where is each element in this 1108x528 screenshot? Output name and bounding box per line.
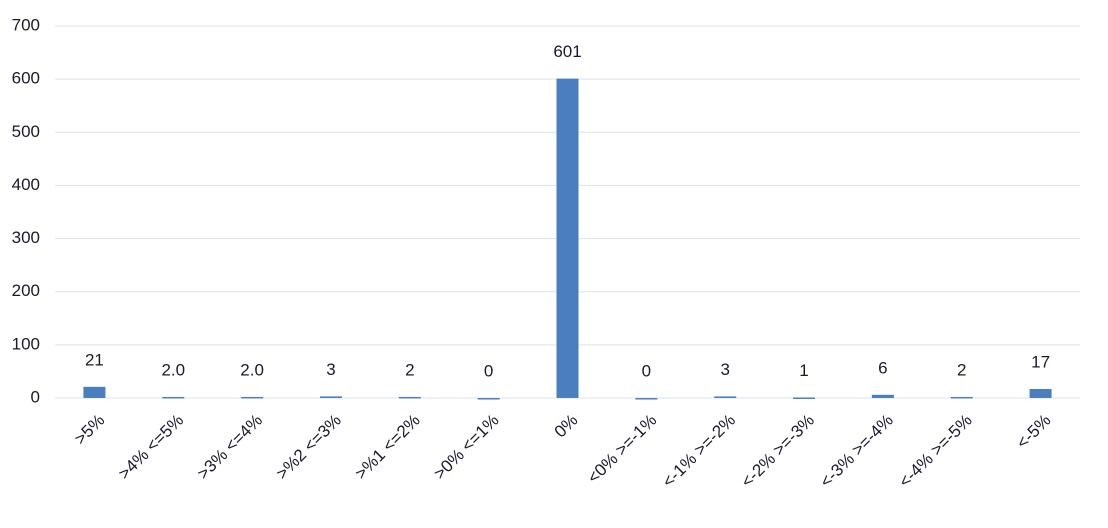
x-tick-label: <-3% >=-4%: [816, 411, 897, 492]
x-tick-label: 0%: [551, 411, 582, 442]
data-label: 0: [484, 361, 493, 380]
y-tick-label: 600: [12, 69, 40, 88]
x-tick-label: >5%: [71, 411, 109, 449]
data-label: 2.0: [240, 360, 264, 379]
y-tick-label: 700: [12, 15, 40, 34]
y-tick-label: 300: [12, 228, 40, 247]
bar: [162, 396, 185, 399]
bar: [793, 397, 816, 399]
data-label: 17: [1031, 352, 1050, 371]
bar: [950, 396, 973, 399]
bar: [635, 398, 658, 400]
bar: [871, 394, 894, 398]
y-tick-label: 0: [31, 387, 40, 406]
data-label: 601: [553, 42, 581, 61]
bar: [83, 386, 106, 398]
bar: [714, 396, 737, 398]
x-tick-label: <-4% >=-5%: [895, 411, 976, 492]
bar: [241, 396, 264, 399]
x-tick-label: >3% <=4%: [194, 411, 267, 484]
x-tick-label: <-5%: [1013, 411, 1055, 453]
x-tick-label: <0% >=-1%: [584, 411, 661, 488]
x-tick-label: >%1 <=2%: [351, 411, 424, 484]
x-tick-label: <-1% >=-2%: [659, 411, 740, 492]
data-label: 3: [326, 360, 335, 379]
x-tick-label: >4% <=5%: [115, 411, 188, 484]
data-label: 6: [878, 358, 887, 377]
data-label: 2: [957, 360, 966, 379]
bar: [556, 78, 579, 399]
y-tick-label: 200: [12, 281, 40, 300]
data-label: 0: [642, 361, 651, 380]
bar: [398, 396, 421, 399]
y-tick-label: 500: [12, 122, 40, 141]
x-tick-label: >0% <=1%: [430, 411, 503, 484]
data-label: 3: [720, 360, 729, 379]
data-label: 1: [799, 361, 808, 380]
bar: [319, 396, 342, 398]
x-tick-label: >%2 <=3%: [272, 411, 345, 484]
data-label: 2.0: [161, 360, 185, 379]
y-tick-label: 400: [12, 175, 40, 194]
bar: [1029, 388, 1052, 398]
bar: [477, 398, 500, 400]
data-label: 2: [405, 360, 414, 379]
data-label: 21: [85, 350, 104, 369]
x-tick-label: <-2% >=-3%: [737, 411, 818, 492]
y-tick-label: 100: [12, 334, 40, 353]
